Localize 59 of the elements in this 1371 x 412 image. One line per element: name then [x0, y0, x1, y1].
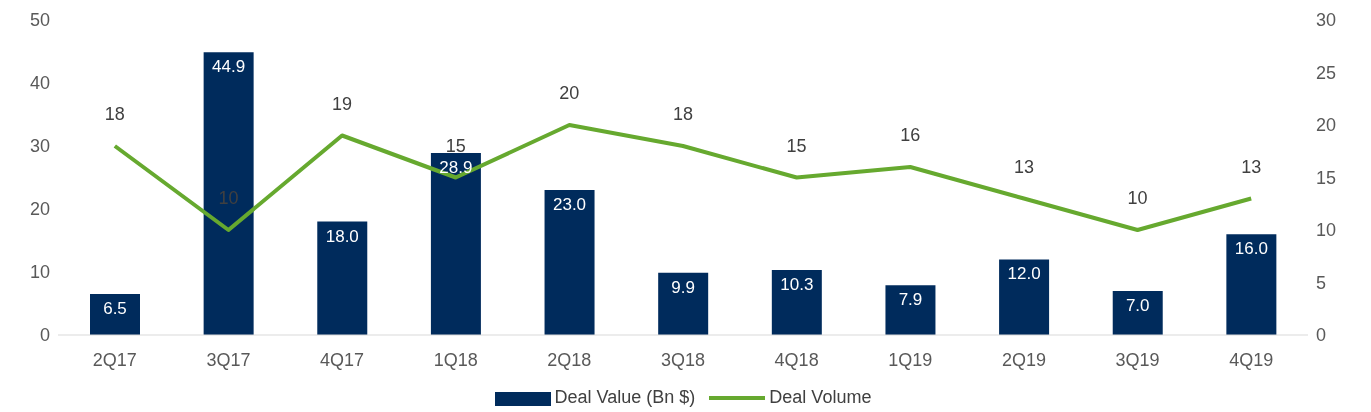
x-tick-label: 3Q19 — [1115, 349, 1160, 370]
data-label: 7.0 — [1125, 295, 1150, 315]
data-label: 44.9 — [212, 57, 246, 77]
y-tick-label: 20 — [29, 199, 50, 220]
data-label: 9.9 — [671, 277, 695, 297]
bar — [885, 285, 936, 335]
bar — [771, 270, 822, 335]
y2-tick-label: 30 — [1316, 10, 1337, 31]
data-label: 10.3 — [780, 275, 814, 295]
legend-label: Deal Volume — [768, 387, 872, 408]
y2-tick-label: 5 — [1316, 272, 1327, 293]
data-label: 10 — [1127, 188, 1148, 208]
data-label: 15 — [786, 135, 807, 156]
bar — [203, 52, 254, 335]
y-tick-label: 40 — [29, 73, 50, 94]
y2-tick-label: 15 — [1316, 167, 1337, 188]
data-label: 13 — [1241, 156, 1262, 177]
y2-tick-label: 25 — [1316, 62, 1337, 83]
bar — [658, 272, 709, 335]
x-tick-label: 1Q18 — [433, 349, 478, 370]
x-tick-label: 1Q19 — [888, 349, 933, 370]
data-label: 16.0 — [1234, 239, 1268, 259]
bar — [1226, 234, 1277, 335]
data-label: 6.5 — [103, 299, 127, 319]
data-label: 18 — [104, 104, 125, 124]
x-tick-label: 2Q18 — [547, 349, 592, 370]
y-tick-label: 0 — [39, 325, 50, 346]
x-tick-label: 3Q18 — [660, 349, 706, 370]
data-label: 28.9 — [439, 158, 473, 177]
data-label: 23.0 — [553, 195, 587, 215]
y-tick-label: 10 — [29, 262, 50, 283]
x-tick-label: 2Q19 — [1001, 349, 1046, 370]
x-tick-label: 4Q17 — [320, 349, 365, 370]
bar — [544, 190, 595, 335]
data-label: 18 — [672, 104, 694, 124]
y-tick-label: 30 — [29, 136, 50, 157]
bar — [430, 152, 481, 335]
data-label: 16 — [900, 125, 921, 145]
bar — [999, 259, 1050, 335]
bar — [1112, 290, 1163, 335]
x-tick-label: 4Q19 — [1229, 349, 1274, 370]
y2-tick-label: 0 — [1316, 325, 1327, 346]
y-tick-label: 50 — [29, 10, 50, 31]
data-label: 15 — [445, 135, 466, 156]
y2-tick-label: 10 — [1316, 220, 1337, 241]
x-tick-label: 3Q17 — [206, 349, 251, 370]
data-label: 19 — [332, 93, 353, 114]
bar — [90, 294, 140, 335]
data-label: 12.0 — [1007, 264, 1041, 284]
data-label: 10 — [218, 188, 239, 208]
bar — [317, 221, 368, 335]
data-label: 13 — [1013, 156, 1034, 177]
x-tick-label: 2Q17 — [92, 349, 137, 370]
data-label: 18.0 — [325, 226, 359, 246]
data-label: 7.9 — [898, 290, 923, 310]
x-tick-label: 4Q18 — [774, 349, 819, 370]
data-label: 20 — [559, 83, 580, 103]
legend-label: Deal Value (Bn $) — [553, 387, 696, 408]
y2-tick-label: 20 — [1316, 115, 1337, 136]
